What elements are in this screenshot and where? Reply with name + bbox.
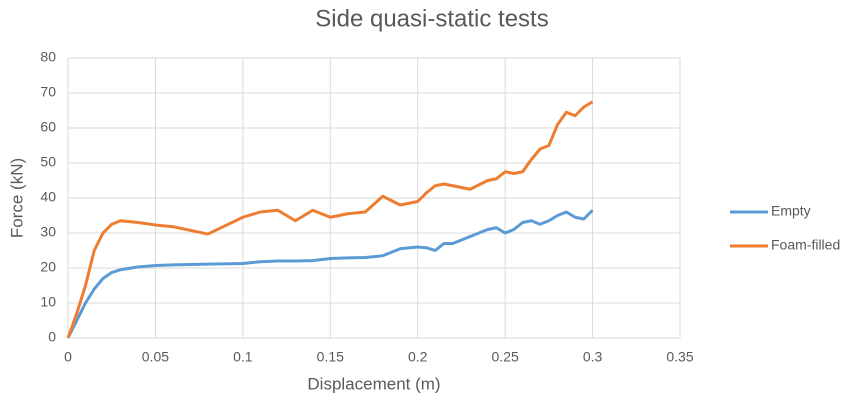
x-tick-label: 0.05	[142, 349, 169, 365]
legend-label: Empty	[771, 203, 811, 219]
y-tick-label: 70	[40, 84, 56, 100]
x-tick-label: 0.1	[233, 349, 253, 365]
x-tick-label: 0.25	[492, 349, 519, 365]
y-tick-label: 80	[40, 49, 56, 65]
y-tick-label: 60	[40, 119, 56, 135]
y-axis-label: Force (kN)	[7, 158, 26, 238]
line-series	[66, 100, 594, 339]
x-tick-label: 0.2	[408, 349, 428, 365]
x-axis-label: Displacement (m)	[307, 374, 440, 393]
x-tick-label: 0	[64, 349, 72, 365]
y-tick-label: 30	[40, 224, 56, 240]
y-tick-label: 10	[40, 294, 56, 310]
x-tick-label: 0.35	[666, 349, 693, 365]
y-tick-label: 50	[40, 154, 56, 170]
chart-title: Side quasi-static tests	[315, 5, 548, 32]
y-tick-label: 40	[40, 189, 56, 205]
x-tick-label: 0.15	[317, 349, 344, 365]
line-series	[66, 209, 594, 339]
y-tick-label: 20	[40, 259, 56, 275]
legend-label: Foam-filled	[771, 237, 840, 253]
y-tick-label: 0	[48, 329, 56, 345]
x-tick-label: 0.3	[583, 349, 603, 365]
